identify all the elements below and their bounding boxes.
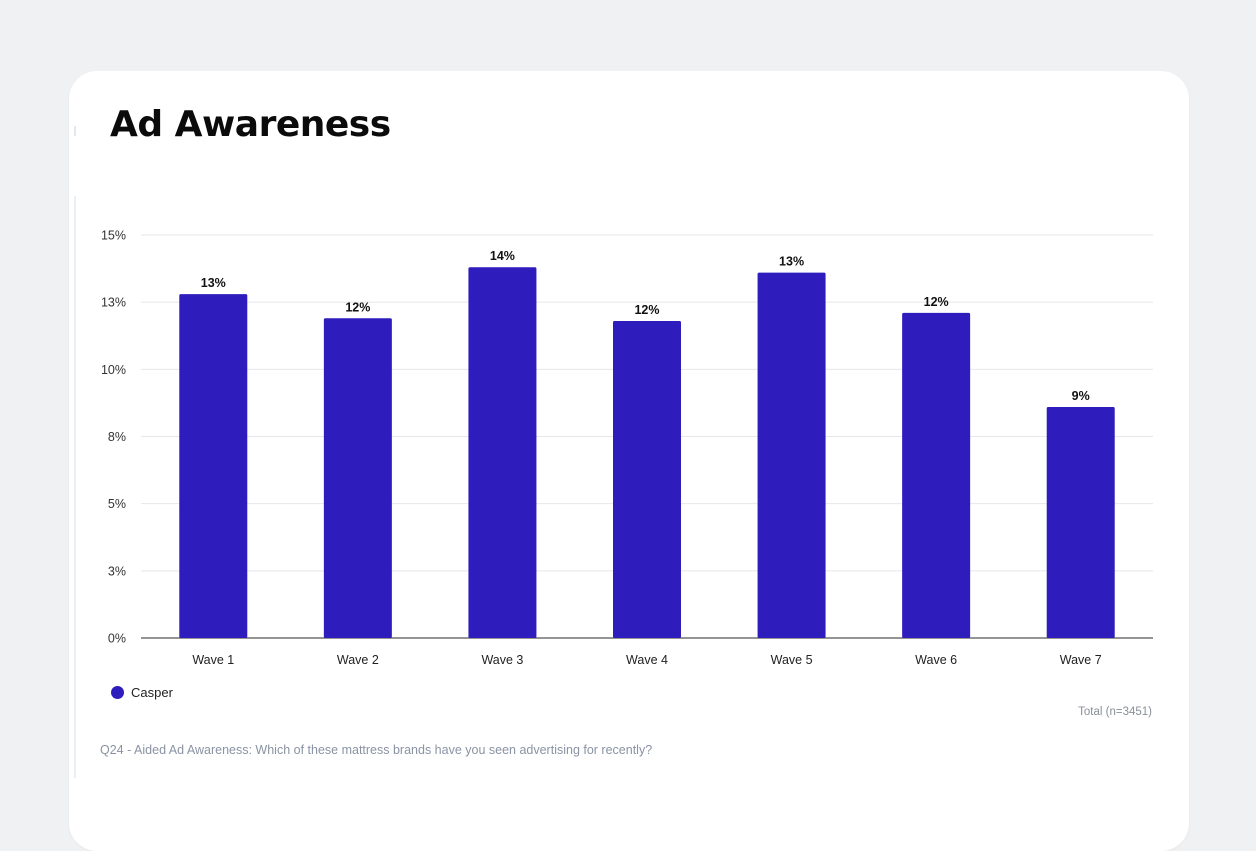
question-text: Q24 - Aided Ad Awareness: Which of these… bbox=[100, 743, 653, 757]
bar bbox=[1046, 406, 1115, 638]
bar bbox=[323, 318, 392, 638]
data-label: 13% bbox=[201, 276, 226, 290]
y-tick-label: 0% bbox=[108, 632, 126, 646]
x-tick-label: Wave 7 bbox=[1060, 653, 1102, 667]
data-label: 12% bbox=[634, 303, 659, 317]
panel-edge bbox=[74, 196, 76, 778]
page-title: Ad Awareness bbox=[110, 104, 391, 145]
y-tick-label: 10% bbox=[101, 363, 126, 377]
bar bbox=[902, 312, 971, 638]
x-tick-label: Wave 1 bbox=[192, 653, 234, 667]
chart-legend[interactable]: Casper bbox=[111, 685, 173, 700]
y-tick-label: 3% bbox=[108, 564, 126, 578]
x-tick-label: Wave 3 bbox=[481, 653, 523, 667]
data-label: 14% bbox=[490, 249, 515, 263]
legend-swatch-casper bbox=[111, 686, 124, 699]
panel-marker bbox=[74, 126, 76, 136]
x-tick-label: Wave 2 bbox=[337, 653, 379, 667]
data-label: 13% bbox=[779, 255, 804, 269]
sample-size-note: Total (n=3451) bbox=[1078, 706, 1152, 718]
bar bbox=[757, 272, 826, 638]
x-tick-label: Wave 4 bbox=[626, 653, 668, 667]
legend-label-casper: Casper bbox=[131, 685, 173, 700]
y-tick-label: 5% bbox=[108, 497, 126, 511]
bar bbox=[613, 320, 681, 638]
y-tick-label: 8% bbox=[108, 430, 126, 444]
y-tick-label: 13% bbox=[101, 296, 126, 310]
data-label: 12% bbox=[345, 300, 370, 314]
x-tick-label: Wave 6 bbox=[915, 653, 957, 667]
data-label: 12% bbox=[924, 295, 949, 309]
bar bbox=[179, 294, 248, 638]
x-tick-label: Wave 5 bbox=[771, 653, 813, 667]
data-label: 9% bbox=[1072, 389, 1090, 403]
bar bbox=[468, 267, 537, 638]
y-tick-label: 15% bbox=[101, 229, 126, 243]
